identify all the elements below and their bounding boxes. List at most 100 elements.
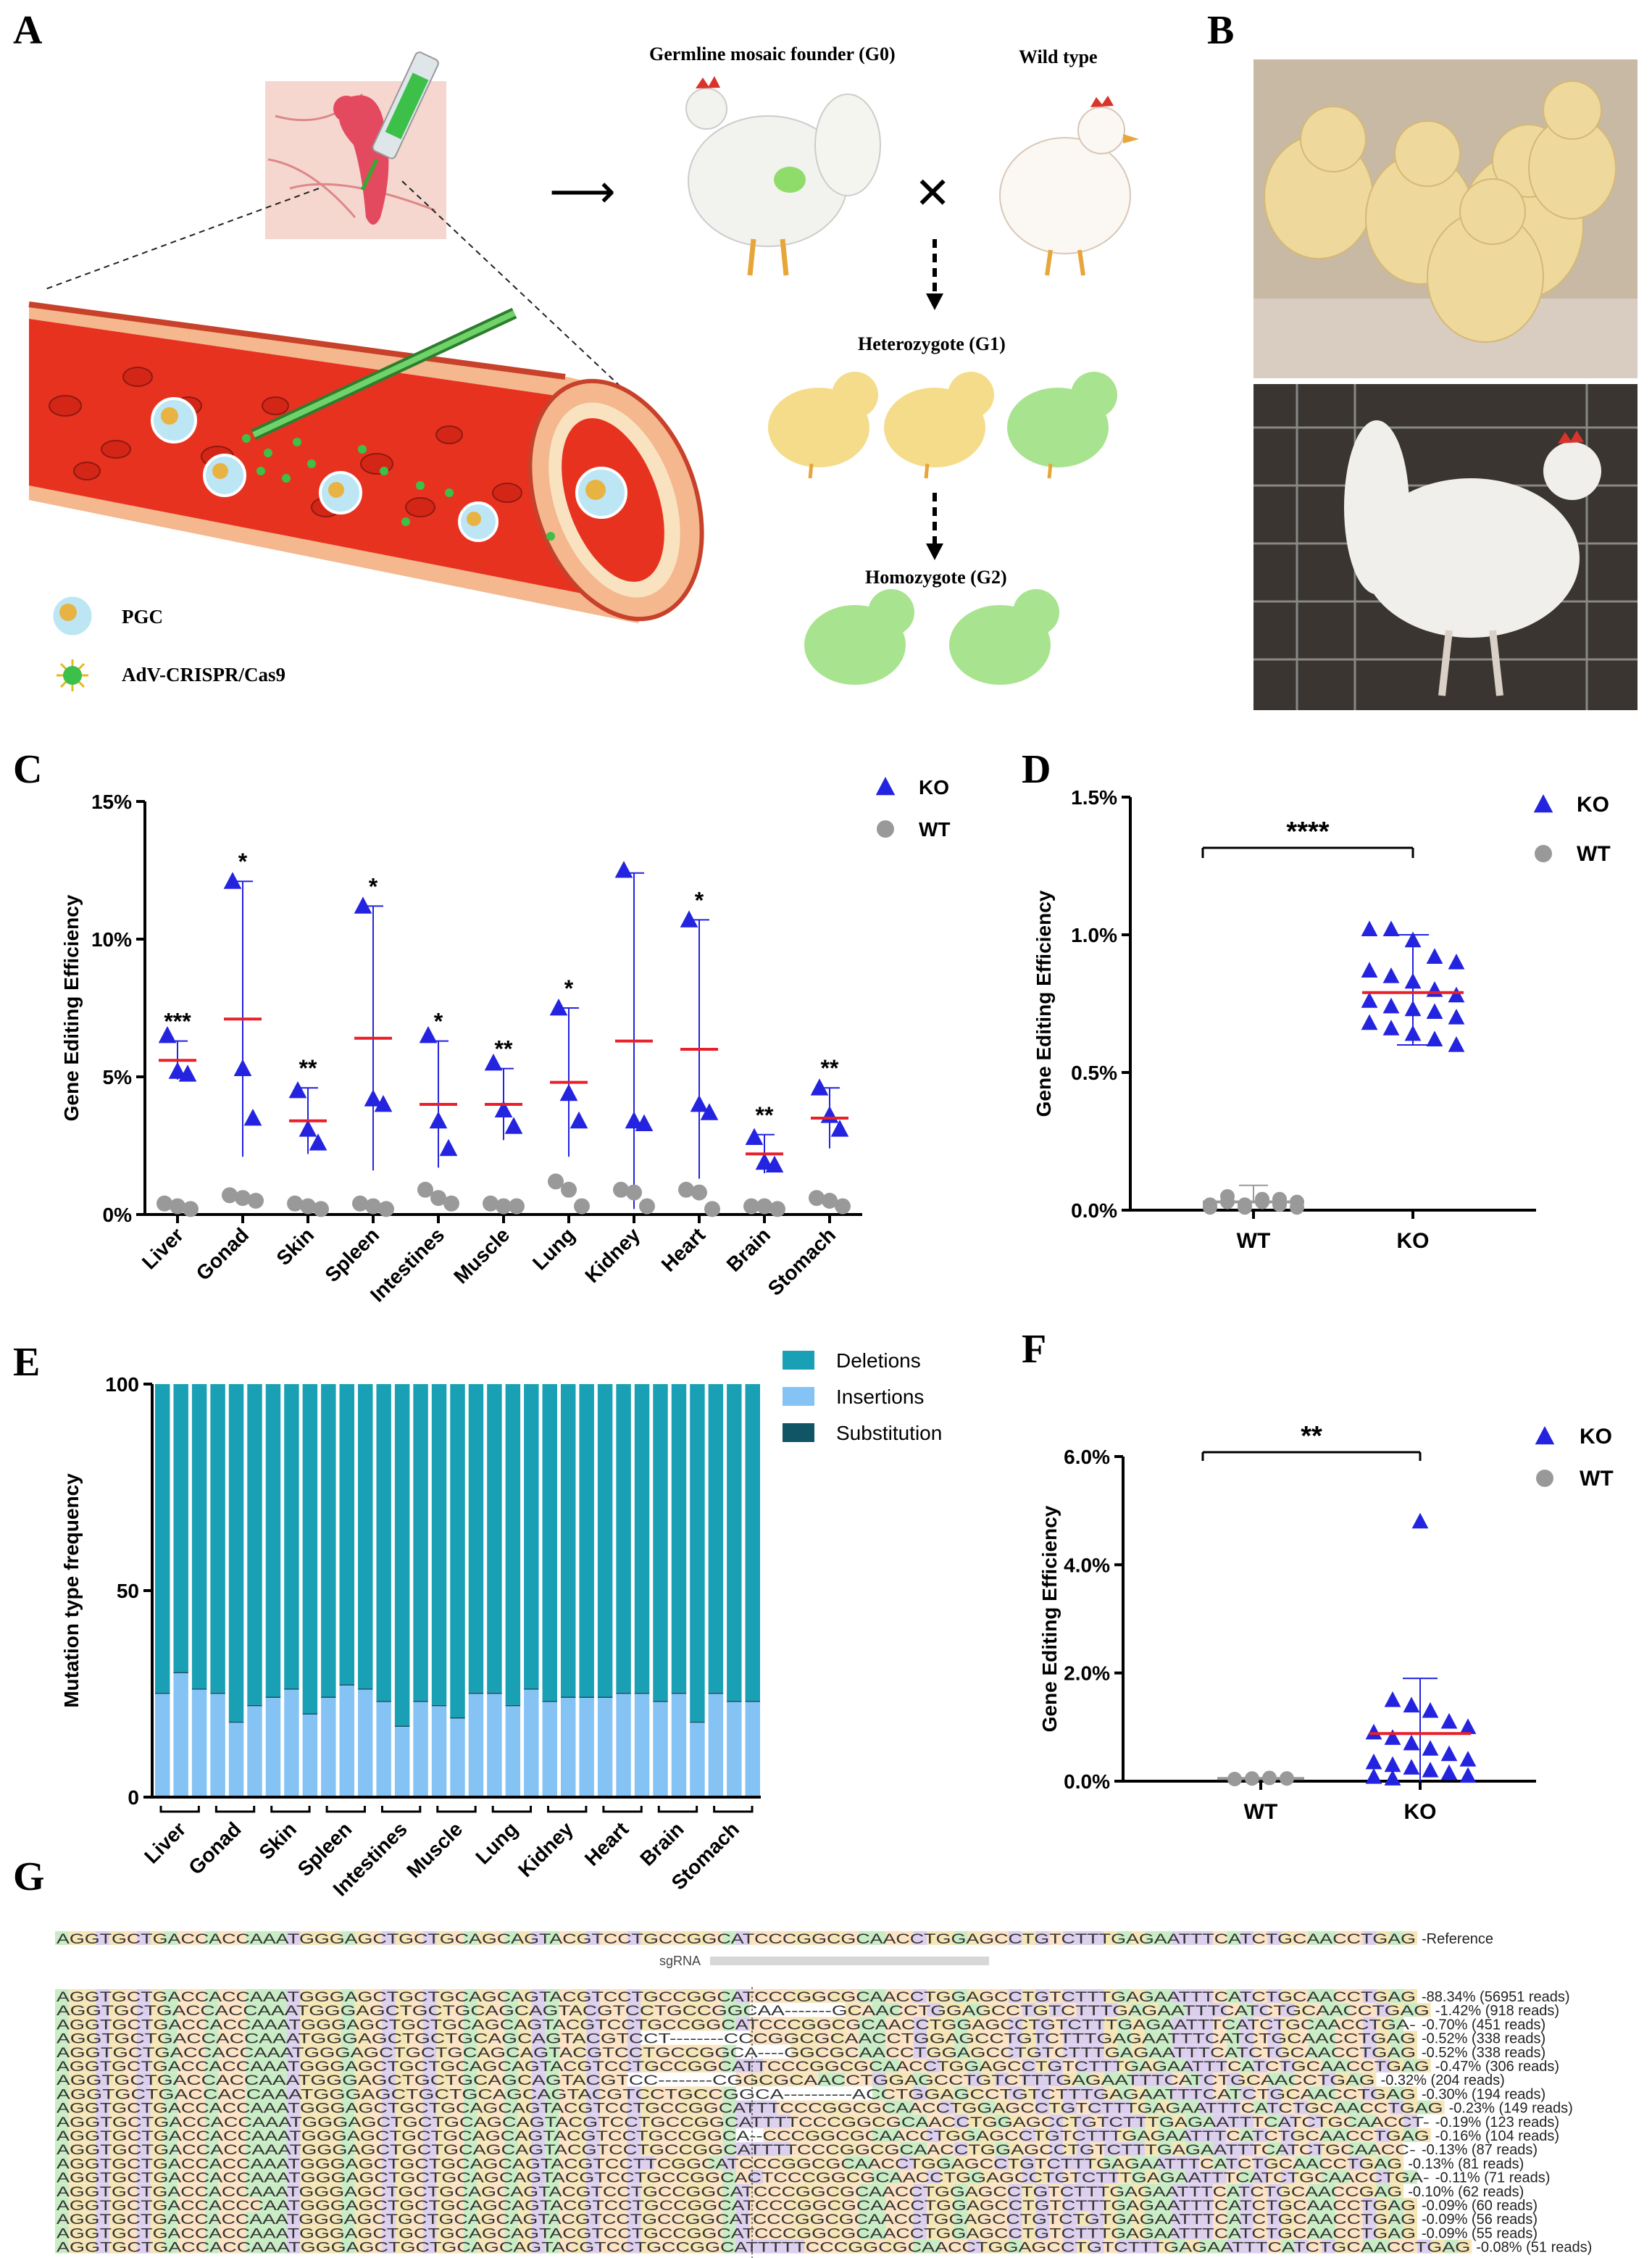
base-cell xyxy=(1022,2156,1036,2170)
base-cell xyxy=(1294,2198,1309,2212)
base-cell xyxy=(491,2003,505,2017)
base-cell xyxy=(1335,2072,1349,2087)
base-cell xyxy=(722,2030,736,2045)
base-cell xyxy=(1213,2072,1227,2087)
founder-rooster-image xyxy=(685,76,881,276)
wt-point xyxy=(170,1198,185,1215)
base-cell xyxy=(409,2044,423,2059)
base-cell xyxy=(817,2128,832,2142)
ko-point xyxy=(765,1155,784,1172)
ko-point xyxy=(1422,1762,1439,1778)
read-label: -0.16% (104 reads) xyxy=(1435,2128,1559,2144)
base-cell xyxy=(1335,2017,1349,2031)
ko-point xyxy=(484,1054,503,1071)
base-cell xyxy=(668,2198,682,2212)
base-cell xyxy=(695,2044,709,2059)
base-cell xyxy=(518,2212,532,2226)
base-cell xyxy=(1240,2100,1254,2115)
base-cell xyxy=(613,2044,627,2059)
base-cell xyxy=(246,2225,259,2240)
base-cell xyxy=(328,2100,341,2115)
base-cell xyxy=(1226,2225,1240,2240)
base-cell xyxy=(899,2100,914,2115)
base-cell xyxy=(1253,2128,1268,2142)
base-cell xyxy=(859,2044,872,2059)
base-cell xyxy=(232,1989,246,2003)
insertions-bar xyxy=(542,1701,557,1797)
base-cell xyxy=(1090,2072,1104,2087)
base-cell xyxy=(885,2128,900,2142)
base-cell xyxy=(1172,2183,1186,2198)
base-cell xyxy=(559,2003,573,2017)
base-cell xyxy=(504,1989,519,2003)
wt-point xyxy=(248,1193,264,1209)
base-cell xyxy=(396,2156,409,2170)
base-cell xyxy=(1009,2198,1022,2212)
base-cell xyxy=(518,2114,532,2128)
significance-mark: ** xyxy=(756,1102,774,1128)
alignment-row: AGGTGCTGACCACCAAATGGGAGCTGCTGCAGCAGTACGT… xyxy=(55,2003,1559,2019)
wild-type-hen-image xyxy=(999,96,1139,276)
base-cell xyxy=(859,2183,872,2198)
base-cell xyxy=(68,2128,83,2142)
base-cell xyxy=(82,2044,96,2059)
group-bracket xyxy=(491,1806,533,1813)
base-cell xyxy=(954,2100,968,2115)
base-cell xyxy=(1104,2003,1118,2017)
base-cell xyxy=(1417,2059,1431,2072)
deletions-bar xyxy=(616,1384,631,1693)
base-cell xyxy=(572,1989,587,2003)
base-cell xyxy=(1063,2156,1077,2170)
base-cell xyxy=(763,2142,777,2157)
base-cell xyxy=(1131,2030,1145,2045)
base-cell xyxy=(586,2030,600,2045)
base-cell xyxy=(1349,2170,1363,2184)
base-cell xyxy=(654,2017,668,2031)
base-cell xyxy=(749,2142,764,2157)
base-cell xyxy=(1009,2239,1022,2254)
base-cell xyxy=(272,2030,287,2045)
base-cell xyxy=(1213,2059,1227,2072)
base-cell xyxy=(954,2017,968,2031)
base-cell xyxy=(954,2183,968,2198)
base-cell xyxy=(1253,1989,1268,2003)
base-cell xyxy=(409,2156,423,2170)
base-cell xyxy=(354,2114,369,2128)
base-cell xyxy=(436,2156,451,2170)
base-cell xyxy=(422,2212,437,2226)
base-cell xyxy=(695,1931,709,1945)
base-cell xyxy=(450,2072,464,2087)
base-cell xyxy=(1390,2100,1404,2115)
base-cell xyxy=(354,2030,369,2045)
base-cell xyxy=(1267,1931,1281,1945)
base-cell xyxy=(709,2003,723,2017)
ko-point xyxy=(374,1095,393,1112)
base-cell xyxy=(1403,2086,1417,2101)
base-cell xyxy=(396,2100,409,2115)
base-cell xyxy=(681,2017,696,2031)
base-cell xyxy=(1131,2239,1145,2254)
read-label: -0.52% (338 reads) xyxy=(1422,2045,1545,2061)
base-cell xyxy=(504,2142,519,2157)
base-cell xyxy=(1240,2156,1254,2170)
base-cell xyxy=(450,2059,464,2072)
base-cell xyxy=(1185,2142,1200,2157)
base-cell xyxy=(504,2017,519,2031)
base-cell xyxy=(1376,2059,1390,2072)
base-cell xyxy=(204,2183,219,2198)
base-cell xyxy=(1049,2017,1064,2031)
base-cell xyxy=(150,1931,164,1945)
base-cell xyxy=(382,2017,396,2031)
base-cell xyxy=(1172,2059,1186,2072)
base-cell xyxy=(491,2044,505,2059)
base-cell xyxy=(545,1989,559,2003)
base-cell xyxy=(354,2142,369,2157)
base-cell xyxy=(491,2198,505,2212)
base-cell xyxy=(790,2170,804,2184)
base-cell xyxy=(150,2183,164,2198)
base-cell xyxy=(1281,2044,1295,2059)
base-cell xyxy=(1322,2030,1336,2045)
base-cell xyxy=(150,2100,164,2115)
base-cell xyxy=(1294,1931,1309,1945)
base-cell xyxy=(1349,2183,1363,2198)
